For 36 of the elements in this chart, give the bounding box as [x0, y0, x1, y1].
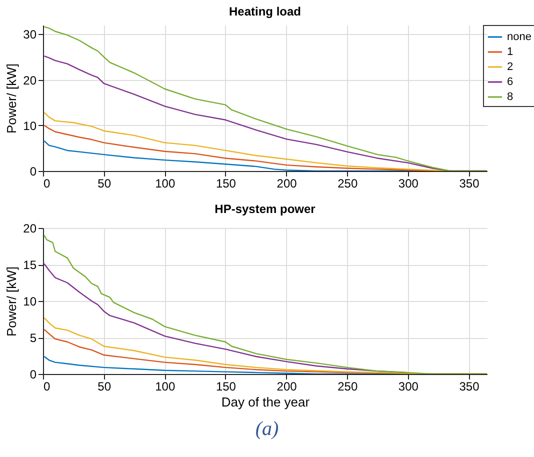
legend-label: 6 — [507, 76, 514, 88]
y-tick-label: 15 — [23, 258, 37, 272]
x-tick-label: 200 — [276, 380, 298, 394]
legend-label: 8 — [507, 91, 514, 103]
y-tick-label: 0 — [30, 368, 37, 382]
x-tick-label: 100 — [155, 380, 176, 394]
x-tick-label: 100 — [155, 176, 176, 190]
legend-label: 1 — [507, 46, 514, 58]
y-tick-label: 0 — [30, 164, 37, 178]
x-tick-label: 0 — [44, 176, 50, 190]
x-tick-label: 300 — [398, 176, 419, 190]
x-tick-label: 300 — [398, 380, 419, 394]
y-tick-label: 10 — [23, 294, 37, 308]
x-axis-title: Day of the year — [221, 394, 310, 410]
y-axis-title: Power/ [kW] — [4, 63, 20, 134]
legend-label: none — [507, 31, 532, 43]
chart-title: Heating load — [228, 4, 302, 18]
y-tick-label: 20 — [23, 73, 37, 88]
x-tick-label: 150 — [216, 176, 236, 190]
x-tick-label: 350 — [459, 176, 480, 190]
x-tick-label: 50 — [98, 380, 112, 394]
x-tick-label: 200 — [276, 176, 298, 190]
x-tick-label: 350 — [459, 380, 480, 394]
x-tick-label: 0 — [44, 380, 50, 394]
y-axis-title: Power/ [kW] — [4, 266, 20, 337]
y-tick-label: 30 — [23, 28, 37, 42]
x-tick-label: 150 — [216, 380, 236, 394]
y-tick-label: 10 — [23, 118, 37, 133]
x-tick-label: 250 — [338, 380, 358, 394]
x-tick-label: 50 — [98, 176, 112, 190]
x-tick-label: 250 — [338, 176, 358, 190]
text: (a) — [254, 418, 280, 441]
y-tick-label: 20 — [23, 222, 37, 236]
y-tick-label: 5 — [30, 331, 37, 345]
legend-label: 2 — [507, 61, 514, 73]
chart-title: HP-system power — [214, 202, 316, 216]
